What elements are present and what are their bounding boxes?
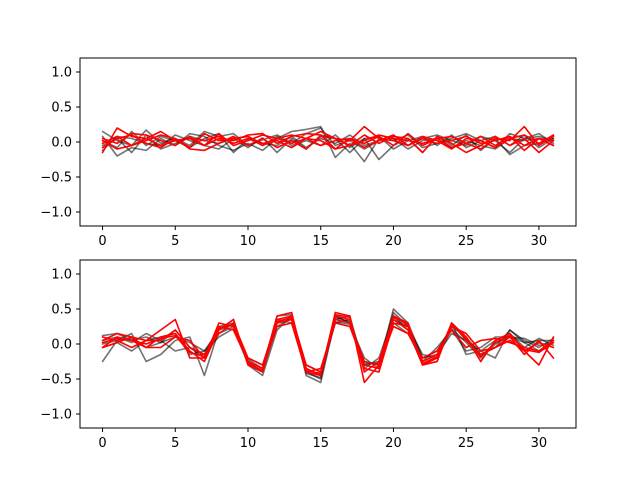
x-tick-label: 15: [312, 436, 329, 451]
x-tick-label: 25: [458, 436, 475, 451]
series-line-10: [101, 313, 555, 375]
subplot-1: 0 5 10 15 20 25 30 −1.0 −0.5 0.0 0.5 1.0: [40, 57, 577, 249]
y-tick-label: 1.0: [51, 268, 72, 283]
x-tick-label: 30: [531, 234, 548, 249]
y-tick-label: −1.0: [40, 408, 72, 423]
x-tick-label: 10: [240, 234, 257, 249]
y-tick-label: 0.0: [51, 136, 72, 151]
y-tick-label: −0.5: [40, 373, 72, 388]
y-tick-label: 0.5: [51, 303, 72, 318]
y-tick-label: 1.0: [51, 66, 72, 81]
x-tick-label: 0: [98, 234, 106, 249]
x-tick-label: 20: [385, 234, 402, 249]
series-line-7: [101, 125, 555, 150]
x-tick-label: 10: [240, 436, 257, 451]
x-tick-label: 30: [531, 436, 548, 451]
x-tick-label: 25: [458, 234, 475, 249]
subplot-2: 0 5 10 15 20 25 30 −1.0 −0.5 0.0 0.5 1.0: [40, 259, 577, 451]
series-line-10: [101, 134, 555, 149]
y-tick-label: −0.5: [40, 171, 72, 186]
x-tick-label: 0: [98, 436, 106, 451]
x-tick-label: 5: [171, 436, 179, 451]
y-tick-label: −1.0: [40, 206, 72, 221]
y-tick-label: 0.0: [51, 338, 72, 353]
y-tick-label: 0.5: [51, 101, 72, 116]
x-tick-label: 15: [312, 234, 329, 249]
x-tick-label: 5: [171, 234, 179, 249]
x-tick-label: 20: [385, 436, 402, 451]
